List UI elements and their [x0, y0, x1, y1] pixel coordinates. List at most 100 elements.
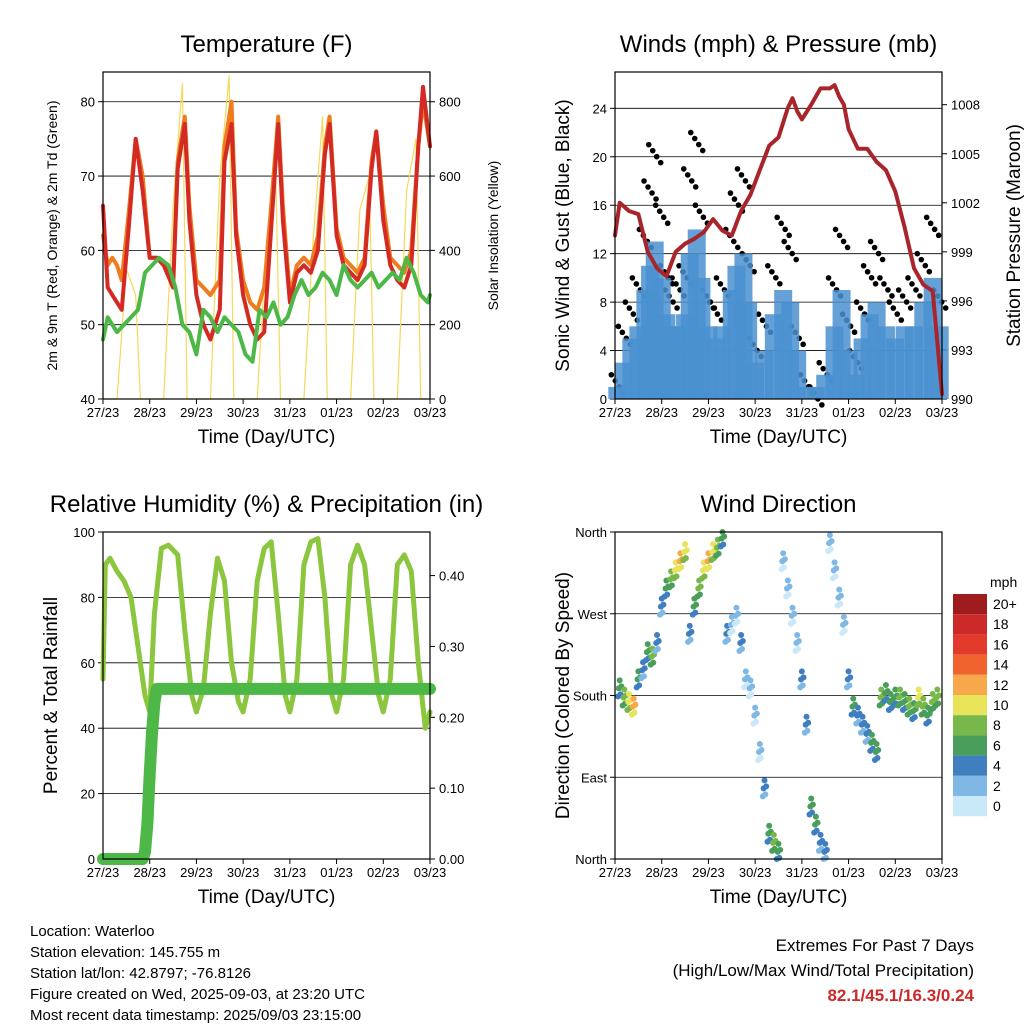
temperature-panel: Temperature (F)4050607080020040060080027… [44, 31, 501, 448]
gust-point [641, 178, 647, 184]
direction-point [757, 754, 764, 761]
gust-point [633, 281, 640, 287]
gust-point [626, 305, 633, 311]
y-tick-label: 0 [88, 852, 95, 867]
gust-point [895, 287, 902, 293]
direction-point [804, 727, 811, 734]
y-tick-label: North [575, 852, 607, 867]
pressure-line [613, 83, 944, 397]
x-tick-label: 29/23 [692, 865, 725, 880]
direction-point [616, 677, 623, 684]
direction-point [878, 686, 885, 693]
direction-point [701, 573, 708, 580]
direction-point [823, 854, 830, 861]
direction-point [864, 722, 871, 729]
gust-point [653, 196, 659, 202]
legend-label: 0 [993, 798, 1001, 814]
legend-swatch [953, 634, 987, 655]
direction-point [749, 683, 756, 690]
direction-point [842, 619, 849, 626]
gust-point [656, 208, 663, 215]
direction-point [747, 677, 754, 684]
gust-point [622, 299, 629, 305]
x-tick-label: 01/23 [320, 865, 353, 880]
legend-swatch [953, 614, 987, 635]
direction-point [859, 713, 866, 720]
temperature-ylabel: 2m & 9m T (Red, Orange) & 2m Td (Green) [44, 101, 60, 371]
x-tick-label: 03/23 [926, 405, 959, 420]
y-tick-label: 16 [593, 198, 607, 213]
legend-swatch [953, 775, 987, 796]
x-tick-label: 28/23 [133, 405, 166, 420]
direction-point [836, 586, 843, 593]
direction-point [854, 704, 861, 711]
gust-point [645, 184, 651, 190]
direction-point [790, 618, 797, 625]
direction-point [915, 686, 922, 693]
direction-point [882, 681, 889, 688]
gust-point [918, 256, 925, 263]
y2-tick-label: 1008 [951, 98, 980, 113]
direction-point [840, 613, 847, 620]
gust-point [914, 250, 921, 257]
direction-point [738, 632, 745, 639]
temperature-frame [102, 71, 431, 400]
gust-point [909, 281, 915, 287]
direction-point [621, 686, 628, 693]
gust-point [742, 178, 749, 184]
gust-point [800, 341, 806, 348]
y2-tick-label: 0.10 [439, 781, 464, 796]
gust-point [692, 184, 699, 190]
direction-point [781, 556, 788, 563]
gust-point [649, 147, 656, 154]
x-tick-label: 29/23 [692, 405, 725, 420]
gust-point [781, 238, 787, 245]
direction-point [756, 741, 763, 748]
legend-swatch [953, 594, 987, 615]
y-tick-label: 50 [81, 318, 95, 333]
direction-point [688, 628, 695, 635]
legend-swatch [953, 695, 987, 716]
extremes-values: 82.1/45.1/16.3/0.24 [827, 986, 974, 1005]
direction-point [875, 747, 882, 753]
y-tick-label: 12 [593, 247, 607, 262]
x-tick-label: 31/23 [274, 405, 307, 420]
latlon-text: Station lat/lon: 42.8797; -76.8126 [30, 965, 252, 982]
gust-point [782, 226, 788, 233]
direction-point [683, 547, 690, 554]
direction-point [763, 783, 770, 790]
direction-point [641, 665, 648, 672]
y2-tick-label: 0.40 [439, 569, 464, 584]
direction-point [896, 686, 903, 693]
direction-point [906, 695, 913, 702]
gust-point [789, 250, 795, 257]
direction-point [929, 691, 936, 698]
gust-point [851, 329, 858, 336]
direction-point [791, 610, 798, 617]
gust-point [765, 262, 771, 269]
gust-point [777, 280, 783, 287]
gust-point [867, 238, 874, 245]
direction-point [808, 795, 815, 802]
gust-point [825, 275, 832, 281]
gust-point [664, 220, 671, 227]
gust-point [793, 256, 799, 263]
x-tick-label: 31/23 [274, 865, 307, 880]
x-tick-label: 01/23 [832, 405, 865, 420]
direction-point [798, 668, 805, 675]
direction-point [693, 601, 700, 608]
gust-point [738, 172, 745, 178]
gust-point [819, 402, 825, 408]
direction-point [761, 777, 768, 784]
y-tick-label: 8 [600, 295, 607, 310]
gust-point [894, 311, 901, 317]
winds-panel: Winds (mph) & Pressure (mb) 0 4 8 12 16 20 24 99… [553, 31, 1024, 448]
gust-point [844, 244, 851, 251]
x-tick-label: 03/23 [926, 865, 959, 880]
gust-point [699, 147, 706, 154]
y2-tick-label: 200 [439, 318, 461, 333]
gust-point [840, 238, 847, 245]
gust-point [889, 293, 895, 299]
direction-point [775, 840, 782, 847]
direction-point [813, 827, 820, 834]
